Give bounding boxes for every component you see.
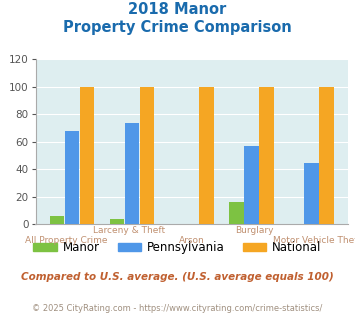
Bar — [200, 87, 214, 224]
Bar — [125, 123, 139, 224]
Text: 2018 Manor: 2018 Manor — [129, 2, 226, 16]
Bar — [260, 87, 274, 224]
Bar — [65, 131, 79, 224]
Bar — [140, 87, 154, 224]
Text: All Property Crime: All Property Crime — [26, 236, 108, 245]
Bar — [80, 87, 94, 224]
Text: Burglary: Burglary — [235, 226, 273, 235]
Bar — [304, 162, 319, 224]
Text: Motor Vehicle Theft: Motor Vehicle Theft — [273, 236, 355, 245]
Bar — [229, 202, 244, 224]
Text: Larceny & Theft: Larceny & Theft — [93, 226, 165, 235]
Bar — [50, 216, 64, 224]
Text: © 2025 CityRating.com - https://www.cityrating.com/crime-statistics/: © 2025 CityRating.com - https://www.city… — [32, 304, 323, 313]
Bar — [319, 87, 334, 224]
Bar — [245, 146, 259, 224]
Legend: Manor, Pennsylvania, National: Manor, Pennsylvania, National — [29, 236, 326, 259]
Text: Compared to U.S. average. (U.S. average equals 100): Compared to U.S. average. (U.S. average … — [21, 272, 334, 282]
Text: Property Crime Comparison: Property Crime Comparison — [63, 20, 292, 35]
Bar — [110, 219, 124, 224]
Text: Arson: Arson — [179, 236, 204, 245]
